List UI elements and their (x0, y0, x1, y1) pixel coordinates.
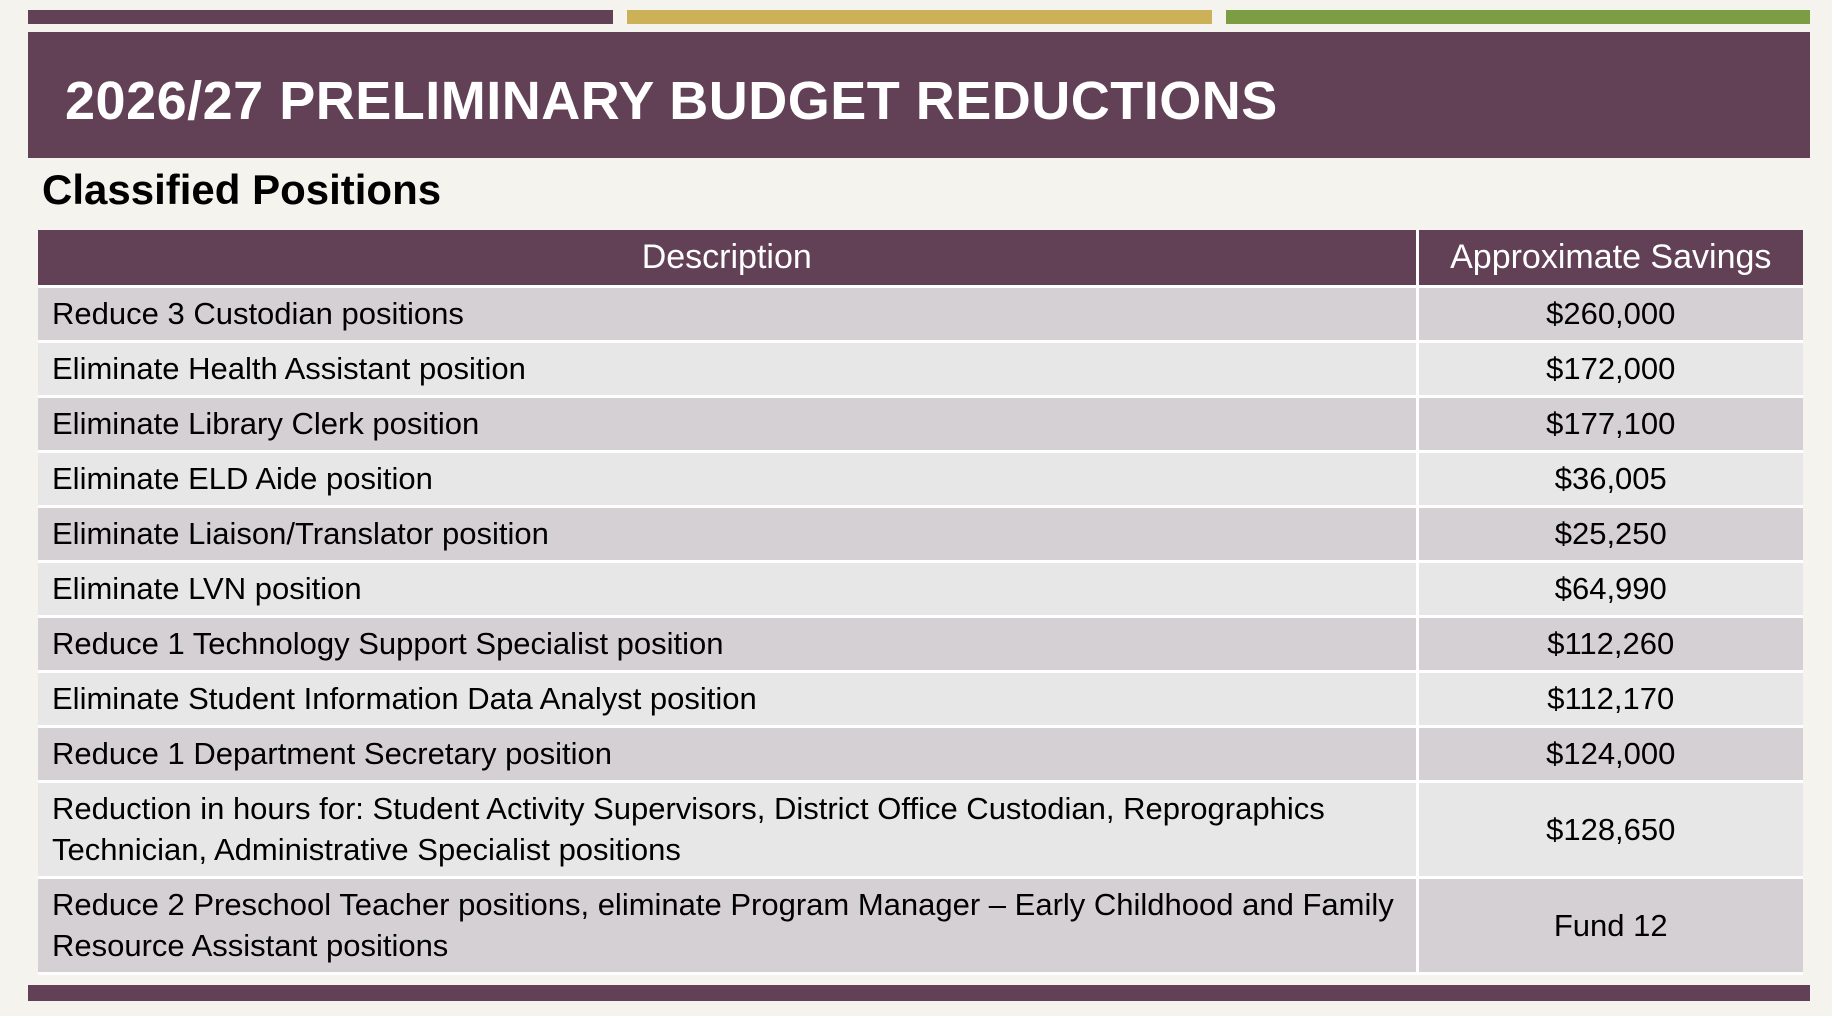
row-description: Reduce 1 Department Secretary position (38, 726, 1419, 783)
header-description: Description (38, 230, 1419, 288)
row-description: Reduction in hours for: Student Activity… (38, 781, 1419, 879)
table-row: Reduce 1 Technology Support Specialist p… (38, 616, 1803, 673)
table-header-row: Description Approximate Savings (38, 230, 1803, 288)
slide-subtitle: Classified Positions (42, 166, 442, 213)
row-description: Eliminate Health Assistant position (38, 341, 1419, 398)
row-savings: $260,000 (1417, 286, 1803, 343)
row-description: Eliminate Library Clerk position (38, 396, 1419, 453)
row-description: Reduce 1 Technology Support Specialist p… (38, 616, 1419, 673)
row-savings: $112,170 (1417, 671, 1803, 728)
row-savings: $128,650 (1417, 781, 1803, 879)
row-savings: Fund 12 (1417, 877, 1803, 975)
header-approximate-savings: Approximate Savings (1417, 230, 1803, 288)
table-row: Eliminate Library Clerk position $177,10… (38, 396, 1803, 453)
row-description: Reduce 3 Custodian positions (38, 286, 1419, 343)
row-description: Eliminate ELD Aide position (38, 451, 1419, 508)
row-savings: $112,260 (1417, 616, 1803, 673)
row-savings: $124,000 (1417, 726, 1803, 783)
table-row: Reduce 1 Department Secretary position $… (38, 726, 1803, 783)
table-row: Eliminate ELD Aide position $36,005 (38, 451, 1803, 508)
row-description: Eliminate Liaison/Translator position (38, 506, 1419, 563)
row-savings: $36,005 (1417, 451, 1803, 508)
table-row: Eliminate Health Assistant position $172… (38, 341, 1803, 398)
table-row: Reduce 2 Preschool Teacher positions, el… (38, 877, 1803, 975)
title-bar: 2026/27 PRELIMINARY BUDGET REDUCTIONS (28, 32, 1810, 158)
table-row: Reduce 3 Custodian positions $260,000 (38, 286, 1803, 343)
row-description: Eliminate Student Information Data Analy… (38, 671, 1419, 728)
table-row: Eliminate LVN position $64,990 (38, 561, 1803, 618)
accent-stripe-plum (28, 10, 613, 24)
row-savings: $172,000 (1417, 341, 1803, 398)
footer-bar (28, 985, 1810, 1001)
table-row: Reduction in hours for: Student Activity… (38, 781, 1803, 879)
row-description: Reduce 2 Preschool Teacher positions, el… (38, 877, 1419, 975)
accent-stripe-green (1226, 10, 1810, 24)
row-savings: $177,100 (1417, 396, 1803, 453)
budget-reductions-table: Description Approximate Savings Reduce 3… (38, 230, 1803, 975)
row-savings: $64,990 (1417, 561, 1803, 618)
table-row: Eliminate Student Information Data Analy… (38, 671, 1803, 728)
table-row: Eliminate Liaison/Translator position $2… (38, 506, 1803, 563)
accent-stripe-gold (627, 10, 1212, 24)
row-description: Eliminate LVN position (38, 561, 1419, 618)
slide-title: 2026/27 PRELIMINARY BUDGET REDUCTIONS (65, 71, 1278, 131)
row-savings: $25,250 (1417, 506, 1803, 563)
